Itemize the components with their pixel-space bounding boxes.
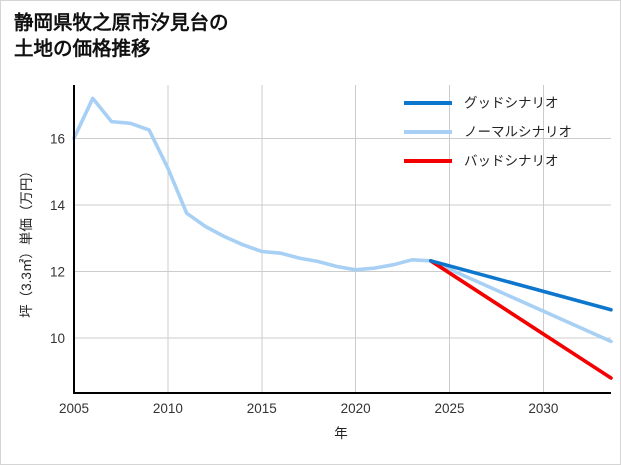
x-axis-title: 年 <box>334 426 348 441</box>
x-axis-ticks: 2005 2010 2015 2020 2025 2030 <box>59 401 558 416</box>
x-tick-label: 2005 <box>59 401 89 416</box>
x-tick-label: 2015 <box>247 401 277 416</box>
y-tick-label: 10 <box>50 331 65 346</box>
series-line-good <box>428 259 613 312</box>
x-tick-label: 2020 <box>341 401 371 416</box>
y-axis-ticks: 10 12 14 16 <box>50 131 66 346</box>
legend-label-1: ノーマルシナリオ <box>464 125 572 140</box>
gridlines-group <box>73 85 611 393</box>
legend-label-0: グッドシナリオ <box>464 96 559 111</box>
series-line-bad <box>428 259 613 380</box>
x-tick-label: 2010 <box>153 401 183 416</box>
series-group <box>72 96 613 380</box>
page-title: 静岡県牧之原市汐見台の 土地の価格推移 <box>14 12 229 61</box>
y-tick-label: 12 <box>50 264 65 279</box>
x-tick-label: 2025 <box>435 401 465 416</box>
y-tick-label: 16 <box>50 131 65 146</box>
y-axis-title: 坪（3.3㎡）単価（万円） <box>19 164 34 318</box>
legend-label-2: バッドシナリオ <box>464 154 559 169</box>
y-tick-label: 14 <box>50 198 66 213</box>
series-line-normal <box>72 96 613 344</box>
x-tick-label: 2030 <box>528 401 558 416</box>
